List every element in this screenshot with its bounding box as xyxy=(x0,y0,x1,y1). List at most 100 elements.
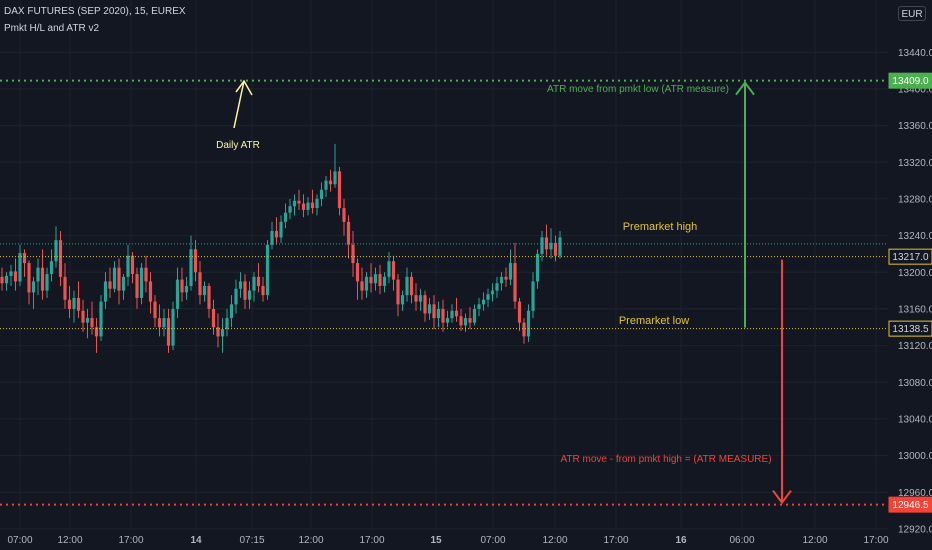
y-tick-label: 13320.0 xyxy=(898,158,932,169)
x-tick-label: 17:00 xyxy=(603,535,628,546)
candle-body xyxy=(463,318,468,326)
x-tick-label: 12:00 xyxy=(298,535,323,546)
x-tick-label: 12:00 xyxy=(542,535,567,546)
daily-atr-arrow-head xyxy=(235,79,253,96)
candle-body xyxy=(238,281,243,289)
candle-body xyxy=(202,286,207,296)
candle-body xyxy=(270,231,274,245)
candle-body xyxy=(531,281,535,311)
candle-body xyxy=(342,208,346,222)
candle-body xyxy=(180,279,184,293)
candle-body xyxy=(184,286,189,293)
candle-body xyxy=(162,318,166,328)
candle-body xyxy=(49,261,54,275)
candle-body xyxy=(130,255,135,275)
y-tick-label: 13240.0 xyxy=(898,231,932,242)
candle-body xyxy=(243,281,247,300)
arrow-up-head xyxy=(735,81,755,96)
candle-body xyxy=(427,304,432,314)
candle-body xyxy=(418,295,423,302)
time-axis[interactable]: 07:00 12:00 17:00 14 07:15 12:00 17:00 15 07:00 1… xyxy=(7,535,888,546)
candle-body xyxy=(288,206,292,213)
candle-body xyxy=(549,242,553,250)
price-label-text: 13217.0 xyxy=(892,252,929,263)
candle-body xyxy=(297,200,301,204)
y-tick-label: 13080.0 xyxy=(898,378,932,389)
x-tick-label: 07:15 xyxy=(239,535,264,546)
candle-body xyxy=(216,327,220,337)
price-label-box xyxy=(888,320,932,337)
candle-body xyxy=(211,308,216,328)
candle-body xyxy=(144,267,148,282)
x-tick-label: 12:00 xyxy=(802,535,827,546)
symbol-title[interactable]: DAX FUTURES (SEP 2020), 15, EUREX xyxy=(4,6,186,17)
y-tick-label: 13400.0 xyxy=(898,84,932,95)
candle-body xyxy=(423,295,427,314)
candle-body xyxy=(328,180,333,185)
candle-body xyxy=(495,283,499,291)
candle-body xyxy=(31,281,36,293)
candle-body xyxy=(522,322,526,337)
candle-body xyxy=(319,189,324,199)
currency-button[interactable]: EUR xyxy=(898,6,926,21)
candle-body xyxy=(337,171,342,209)
candle-body xyxy=(225,318,229,330)
candle-body xyxy=(108,281,112,289)
candle-body xyxy=(535,253,540,282)
x-tick-label: 16 xyxy=(675,535,687,546)
candle-body xyxy=(459,316,463,326)
x-tick-label: 15 xyxy=(430,535,442,546)
candle-body xyxy=(558,237,562,256)
candle-body xyxy=(153,301,157,319)
candle-body xyxy=(36,267,40,282)
candle-body xyxy=(139,267,144,298)
y-tick-label: 13360.0 xyxy=(898,121,932,132)
atr-move-down-label: ATR move - from pmkt high = (ATR MEASURE… xyxy=(560,454,771,465)
candle-body xyxy=(193,249,198,273)
candle-body xyxy=(490,290,495,295)
candle-body xyxy=(387,261,391,277)
candle-body xyxy=(220,329,225,337)
candle-body xyxy=(22,253,27,264)
price-axis[interactable]: 13440.0 13400.0 13360.0 13320.0 13280.0 13240… xyxy=(898,48,932,536)
candle-body xyxy=(4,275,9,284)
y-tick-label: 13280.0 xyxy=(898,194,932,205)
candle-body xyxy=(189,249,193,286)
price-label-text: 13409.0 xyxy=(892,76,929,87)
candle-body xyxy=(148,281,153,302)
daily-atr-arrow-shaft xyxy=(233,80,245,129)
candle-body xyxy=(0,276,4,284)
candle-body xyxy=(207,286,211,309)
x-tick-label: 06:00 xyxy=(729,535,754,546)
daily-atr-label: Daily ATR xyxy=(216,140,260,151)
candle-body xyxy=(85,318,90,323)
candle-body xyxy=(540,237,544,254)
candle-body xyxy=(508,263,513,280)
candle-body xyxy=(378,274,382,286)
candle-body xyxy=(274,231,279,238)
candle-body xyxy=(99,301,103,337)
candle-body xyxy=(306,202,310,210)
candle-body xyxy=(72,297,76,309)
price-labels: 13409.0 13217.0 13138.5 12946.5 xyxy=(888,72,932,513)
candle-body xyxy=(117,267,121,291)
candle-body xyxy=(441,308,445,323)
candle-body xyxy=(292,200,297,207)
candlestick-series xyxy=(0,143,562,353)
candle-body xyxy=(63,276,67,300)
y-tick-label: 13200.0 xyxy=(898,268,932,279)
price-label-text: 13138.5 xyxy=(892,324,929,335)
candle-body xyxy=(279,221,283,238)
candle-body xyxy=(504,276,508,280)
indicator-title[interactable]: Pmkt H/L and ATR v2 xyxy=(4,23,100,34)
x-tick-label: 12:00 xyxy=(57,535,82,546)
x-tick-label: 17:00 xyxy=(118,535,143,546)
candle-body xyxy=(517,301,522,323)
candle-body xyxy=(409,276,414,296)
candle-body xyxy=(81,310,85,323)
candle-body xyxy=(175,279,180,309)
candle-body xyxy=(45,274,49,291)
price-label-box xyxy=(888,72,932,89)
premarket-high-label: Premarket high xyxy=(623,221,698,233)
